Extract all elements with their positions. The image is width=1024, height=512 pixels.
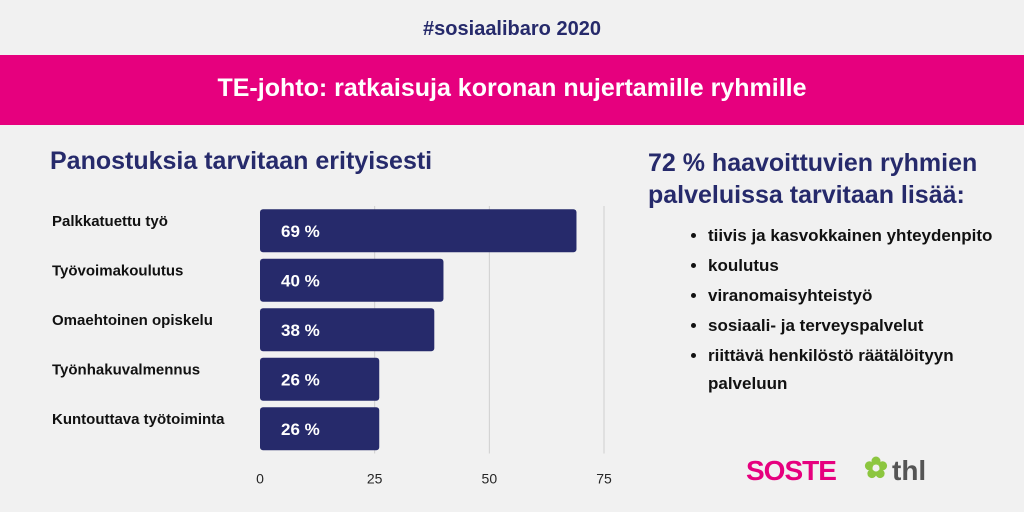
bar xyxy=(260,209,577,253)
needs-list-item: viranomaisyhteistyö xyxy=(708,282,1024,310)
x-tick-label: 0 xyxy=(256,471,264,487)
bar xyxy=(260,357,380,401)
bar-value-label: 26 % xyxy=(281,370,320,389)
needs-list-item: koulutus xyxy=(708,252,1024,280)
bar-value-label: 38 % xyxy=(281,321,320,340)
thl-flower-icon xyxy=(864,456,888,479)
thl-logo: thl xyxy=(892,455,927,486)
soste-logo: SOSTE xyxy=(746,455,837,486)
bar-value-label: 40 % xyxy=(281,271,320,290)
needs-list: tiivis ja kasvokkainen yhteydenpitokoulu… xyxy=(690,222,1024,400)
right-panel-title: 72 % haavoittuvien ryhmien palveluissa t… xyxy=(648,149,978,209)
title-banner: TE-johto: ratkaisuja koronan nujertamill… xyxy=(0,55,1024,125)
bar-chart: 69 % Palkkatuettu työ 40 % Työvoimakoulutus… xyxy=(52,206,612,487)
bar xyxy=(260,308,435,352)
hashtag: #sosiaalibaro 2020 xyxy=(423,18,601,40)
category-label: Palkkatuettu työ xyxy=(52,213,168,230)
needs-list-item: riittävä henkilöstö räätälöityyn palvelu… xyxy=(708,342,1024,398)
bar-value-label: 26 % xyxy=(281,420,320,439)
page-title: TE-johto: ratkaisuja koronan nujertamill… xyxy=(217,74,807,102)
needs-list-item: tiivis ja kasvokkainen yhteydenpito xyxy=(708,222,1024,250)
category-label: Työnhakuvalmennus xyxy=(52,361,200,378)
category-label: Omaehtoinen opiskelu xyxy=(52,312,213,329)
bar xyxy=(260,407,380,451)
x-tick-label: 75 xyxy=(596,471,612,487)
x-tick-label: 50 xyxy=(482,471,498,487)
category-label: Työvoimakoulutus xyxy=(52,262,183,279)
chart-title: Panostuksia tarvitaan erityisesti xyxy=(50,147,433,175)
bar-value-label: 69 % xyxy=(281,222,320,241)
category-label: Kuntouttava työtoiminta xyxy=(52,411,225,428)
x-tick-label: 25 xyxy=(367,471,383,487)
bar xyxy=(260,258,444,302)
needs-list-item: sosiaali- ja terveyspalvelut xyxy=(708,312,1024,340)
